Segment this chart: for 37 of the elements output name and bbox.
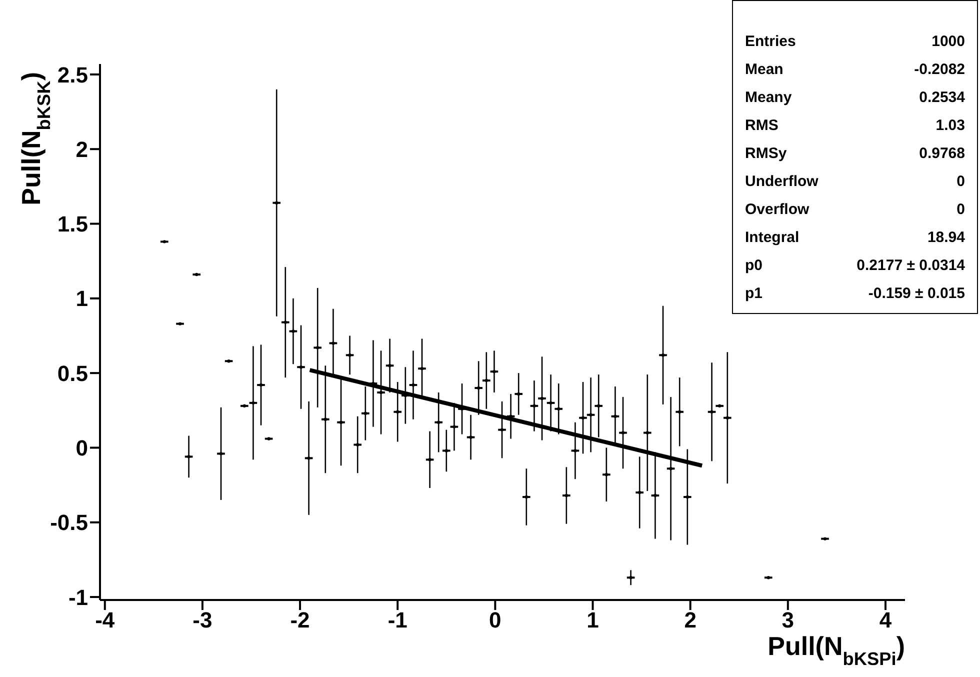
y-tick-label: 1 bbox=[76, 286, 88, 312]
y-tick-label: 0 bbox=[76, 436, 88, 461]
text: 18.94 bbox=[927, 228, 965, 246]
annotation: RMSy bbox=[745, 144, 787, 162]
x-tick-label: -4 bbox=[95, 608, 116, 633]
x-tick-label: 3 bbox=[782, 608, 794, 633]
x-tick-label: 4 bbox=[879, 608, 892, 633]
x-tick-label: -2 bbox=[290, 608, 310, 633]
annotation: p1 bbox=[745, 284, 763, 302]
x-tick-label: 2 bbox=[684, 608, 696, 633]
text: Entries bbox=[745, 32, 796, 50]
annotation: Overflow bbox=[745, 200, 810, 218]
x-tick-label: -1 bbox=[388, 608, 408, 633]
text: 1000 bbox=[932, 32, 965, 50]
text: 0 bbox=[956, 200, 965, 218]
y-tick-label: 1.5 bbox=[57, 212, 88, 237]
y-tick-label: 0.5 bbox=[57, 360, 88, 386]
y-tick-label: 2.5 bbox=[57, 62, 88, 88]
y-tick-label: -1 bbox=[68, 584, 88, 610]
text: 1.03 bbox=[936, 116, 965, 134]
annotation: Mean bbox=[745, 60, 784, 78]
y-tick-label: -0.5 bbox=[50, 510, 88, 536]
annotation: RMS bbox=[745, 116, 778, 134]
annotation: Underflow bbox=[745, 172, 818, 190]
text: 0 bbox=[956, 172, 965, 190]
x-tick-label: 1 bbox=[586, 608, 599, 633]
x-tick-label: 0 bbox=[489, 608, 502, 633]
annotation: Meany bbox=[745, 88, 792, 106]
annotation: p0 bbox=[745, 256, 763, 274]
text: -0.2082 bbox=[914, 60, 965, 78]
y-tick-label: 2 bbox=[76, 136, 88, 162]
x-tick-label: -3 bbox=[192, 608, 212, 633]
text: 0.2534 bbox=[919, 88, 965, 106]
text: 0.9768 bbox=[919, 144, 965, 162]
annotation: Integral bbox=[745, 228, 800, 246]
annotation: 0.2177 ± 0.0314 bbox=[856, 256, 965, 274]
annotation: -0.159 ± 0.015 bbox=[868, 284, 965, 302]
